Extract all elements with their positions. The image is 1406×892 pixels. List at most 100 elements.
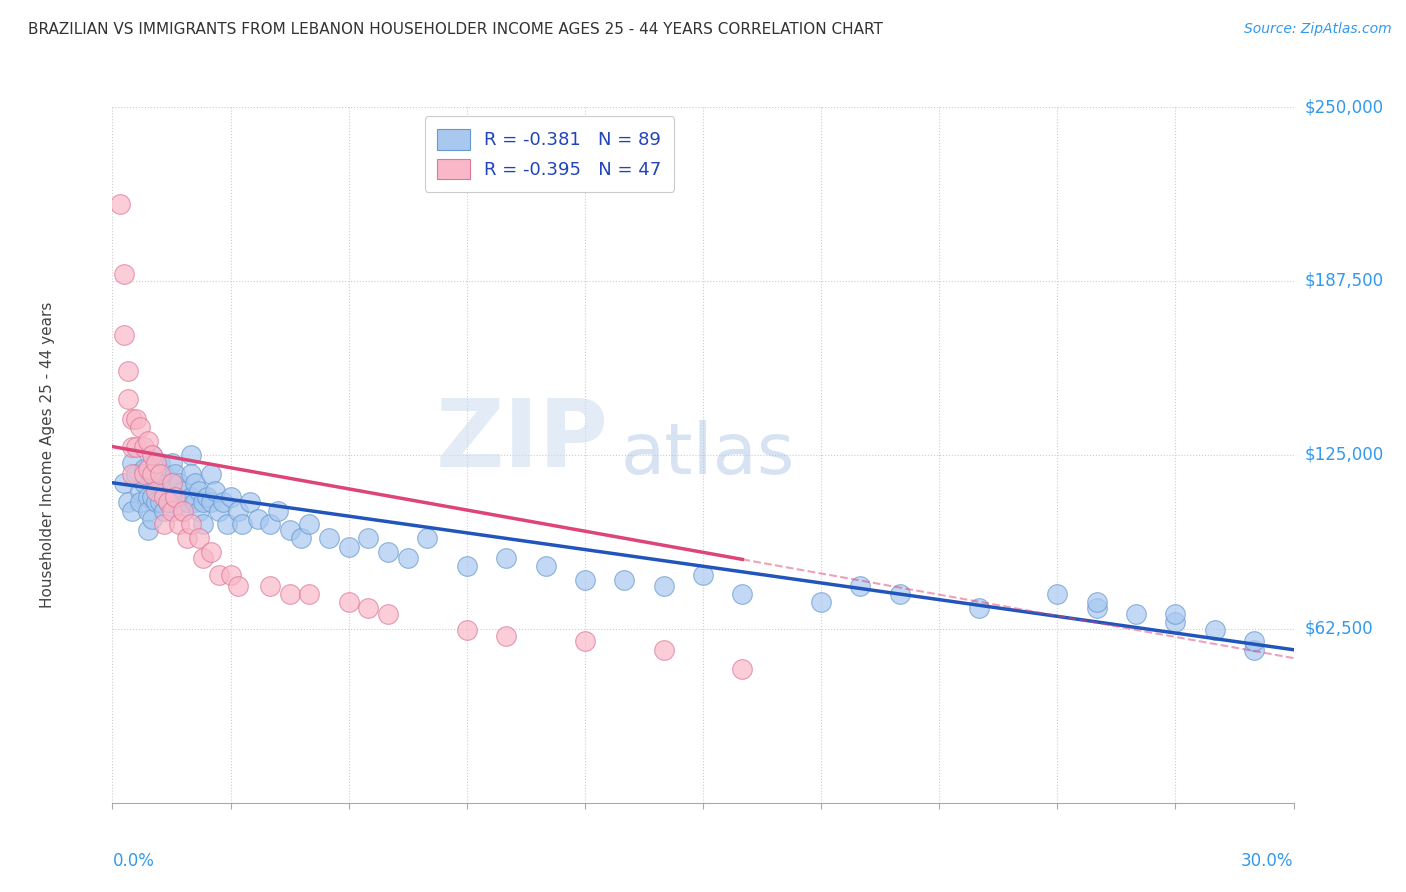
Point [318,532,340,546]
Point [200,545,222,559]
Point [849,579,872,593]
Point [145,495,167,509]
Point [136,434,159,448]
Point [176,532,198,546]
Point [495,550,517,565]
Point [121,411,143,425]
Point [149,456,172,470]
Point [136,462,159,476]
Point [1243,634,1265,648]
Point [259,579,281,593]
Point [652,579,675,593]
Text: Householder Income Ages 25 - 44 years: Householder Income Ages 25 - 44 years [39,301,55,608]
Point [534,559,557,574]
Point [136,523,159,537]
Point [731,587,754,601]
Point [152,484,174,499]
Point [141,490,163,504]
Point [165,490,187,504]
Point [228,579,250,593]
Point [112,475,135,490]
Point [377,607,399,621]
Point [129,495,152,509]
Point [188,503,211,517]
Point [1243,642,1265,657]
Text: $250,000: $250,000 [1305,98,1384,116]
Point [136,490,159,504]
Point [117,364,139,378]
Point [141,467,163,482]
Point [169,495,191,509]
Point [132,440,155,454]
Point [125,440,148,454]
Point [613,573,636,587]
Point [172,484,194,499]
Point [169,517,191,532]
Point [1085,601,1108,615]
Point [152,490,174,504]
Point [731,662,754,676]
Point [377,545,399,559]
Point [141,448,163,462]
Point [247,512,270,526]
Point [208,503,231,517]
Point [692,567,714,582]
Point [184,475,207,490]
Point [810,595,832,609]
Point [337,540,360,554]
Point [160,456,183,470]
Point [416,532,439,546]
Point [129,420,152,434]
Point [191,517,214,532]
Point [200,467,222,482]
Point [160,495,183,509]
Point [117,495,139,509]
Point [219,490,242,504]
Point [117,392,139,407]
Point [180,517,202,532]
Point [184,495,207,509]
Point [112,328,135,343]
Point [195,490,218,504]
Point [145,484,167,499]
Point [278,587,301,601]
Point [200,495,222,509]
Point [219,567,242,582]
Point [337,595,360,609]
Point [160,475,183,490]
Point [180,448,202,462]
Point [456,559,478,574]
Point [149,495,172,509]
Point [110,197,132,211]
Point [967,601,990,615]
Point [129,484,152,499]
Point [191,550,214,565]
Point [239,495,262,509]
Point [290,532,312,546]
Text: 30.0%: 30.0% [1241,852,1294,870]
Point [267,503,290,517]
Point [1164,615,1187,629]
Point [231,517,253,532]
Point [180,490,202,504]
Point [132,462,155,476]
Point [188,532,211,546]
Point [215,517,238,532]
Legend: R = -0.381   N = 89, R = -0.395   N = 47: R = -0.381 N = 89, R = -0.395 N = 47 [425,116,675,192]
Point [456,624,478,638]
Point [121,440,143,454]
Point [180,467,202,482]
Point [156,475,179,490]
Point [188,484,211,499]
Point [156,495,179,509]
Point [141,467,163,482]
Point [357,601,380,615]
Point [145,475,167,490]
Text: $62,500: $62,500 [1305,620,1374,638]
Point [211,495,233,509]
Point [141,448,163,462]
Point [132,475,155,490]
Point [176,495,198,509]
Point [145,456,167,470]
Point [208,567,231,582]
